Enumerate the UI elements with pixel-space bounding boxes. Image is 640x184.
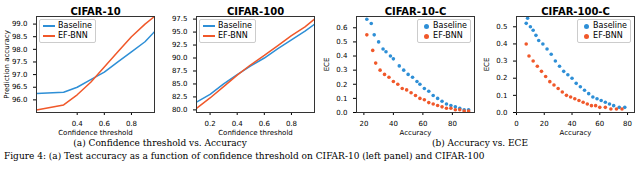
svg-text:ECE: ECE [483, 58, 491, 72]
svg-text:0.5: 0.5 [336, 38, 347, 46]
svg-text:96.0: 96.0 [12, 96, 28, 104]
svg-text:CIFAR-10: CIFAR-10 [70, 6, 120, 17]
svg-text:0.2: 0.2 [496, 74, 507, 82]
svg-text:CIFAR-100-C: CIFAR-100-C [541, 6, 610, 17]
svg-text:90.0: 90.0 [172, 54, 188, 62]
svg-text:0.8: 0.8 [126, 120, 137, 128]
svg-text:Accuracy: Accuracy [400, 129, 432, 137]
svg-text:92.5: 92.5 [172, 41, 188, 49]
html-text:EF-BNN: EF-BNN [593, 31, 623, 40]
svg-text:95.0: 95.0 [172, 28, 188, 36]
svg-text:0.4: 0.4 [232, 120, 244, 128]
svg-text:80: 80 [623, 120, 632, 128]
svg-text:98.5: 98.5 [12, 33, 28, 41]
svg-text:82.5: 82.5 [172, 93, 188, 101]
svg-text:97.5: 97.5 [12, 58, 28, 66]
svg-text:85.0: 85.0 [172, 80, 188, 88]
html-text:Baseline: Baseline [593, 21, 627, 30]
svg-text:97.0: 97.0 [12, 71, 28, 79]
svg-text:0.6: 0.6 [336, 24, 348, 32]
svg-text:0.3: 0.3 [496, 57, 507, 65]
html-text:Baseline: Baseline [218, 21, 252, 30]
svg-text:Confidence threshold: Confidence threshold [58, 129, 133, 137]
svg-text:0.3: 0.3 [336, 66, 347, 74]
svg-text:97.5: 97.5 [172, 15, 188, 23]
svg-text:0.4: 0.4 [496, 40, 508, 48]
svg-text:0.1: 0.1 [496, 92, 507, 100]
svg-text:40: 40 [389, 120, 398, 128]
html-text:EF-BNN: EF-BNN [218, 31, 248, 40]
html-text:Figure 4: (a) Test accuracy as: Figure 4: (a) Test accuracy as a functio… [4, 151, 485, 161]
svg-text:0.1: 0.1 [336, 95, 347, 103]
svg-text:87.5: 87.5 [172, 67, 188, 75]
svg-text:0.6: 0.6 [99, 120, 111, 128]
svg-text:40: 40 [568, 120, 577, 128]
html-text:Baseline: Baseline [58, 21, 92, 30]
svg-text:0: 0 [514, 120, 518, 128]
svg-text:96.5: 96.5 [12, 83, 28, 91]
svg-text:80: 80 [448, 120, 457, 128]
svg-text:20: 20 [359, 120, 368, 128]
svg-text:0.0: 0.0 [336, 109, 347, 117]
svg-text:ECE: ECE [323, 58, 331, 72]
svg-text:Prediction accuracy: Prediction accuracy [3, 30, 11, 99]
html-text:(b) Accuracy vs. ECE: (b) Accuracy vs. ECE [431, 138, 529, 148]
svg-text:0.4: 0.4 [336, 52, 348, 60]
svg-text:0.2: 0.2 [204, 120, 215, 128]
svg-text:0.2: 0.2 [336, 81, 347, 89]
svg-text:0.6: 0.6 [259, 120, 271, 128]
svg-text:CIFAR-100: CIFAR-100 [227, 6, 284, 17]
svg-text:0.8: 0.8 [286, 120, 297, 128]
svg-text:0.0: 0.0 [496, 109, 507, 117]
svg-text:99.0: 99.0 [12, 20, 28, 28]
html-text:(a) Confidence threshold vs. A: (a) Confidence threshold vs. Accuracy [73, 138, 247, 148]
svg-text:20: 20 [540, 120, 549, 128]
svg-text:60: 60 [418, 120, 427, 128]
svg-text:0.4: 0.4 [72, 120, 84, 128]
svg-text:98.0: 98.0 [12, 46, 28, 54]
svg-text:60: 60 [595, 120, 604, 128]
html-text:EF-BNN: EF-BNN [433, 31, 463, 40]
html-text:Baseline: Baseline [433, 21, 467, 30]
svg-text:CIFAR-10-C: CIFAR-10-C [385, 6, 447, 17]
svg-text:Accuracy: Accuracy [560, 129, 592, 137]
svg-text:80.0: 80.0 [172, 106, 188, 114]
svg-text:0.5: 0.5 [496, 23, 507, 31]
svg-text:Confidence threshold: Confidence threshold [218, 129, 293, 137]
html-text:EF-BNN: EF-BNN [58, 31, 88, 40]
